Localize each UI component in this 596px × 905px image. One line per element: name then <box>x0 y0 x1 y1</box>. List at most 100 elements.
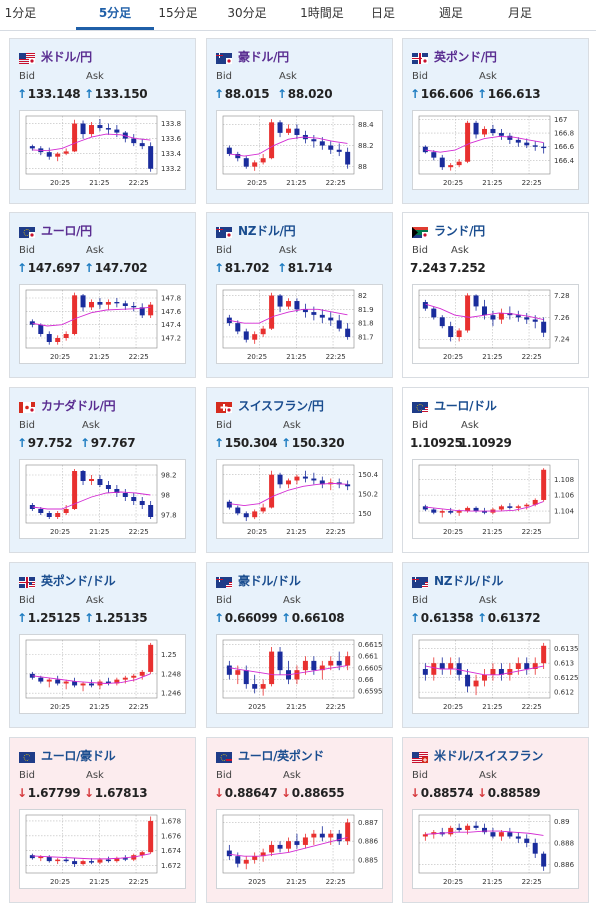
tab-2[interactable]: 15分足 <box>158 6 198 20</box>
rate-card[interactable]: カナダドル/円 Bid Ask ↑97.752 ↑97.767 98.2 98 97.8 20:… <box>9 387 196 553</box>
candle-body <box>260 684 266 689</box>
ask-value: ↑133.150 <box>84 87 148 101</box>
price-chart[interactable]: 133.8 133.6 133.4 133.2 20:25 21:25 22:25 <box>19 110 186 190</box>
tab-1[interactable]: 5分足 <box>76 0 154 30</box>
pair-title[interactable]: 米ドル/スイスフラン <box>434 749 544 763</box>
candle-body <box>532 319 538 322</box>
price-chart[interactable]: 1.108 1.106 1.104 20:25 21:25 22:25 <box>412 459 579 539</box>
pair-title[interactable]: NZドル/ドル <box>434 574 504 588</box>
candle-body <box>63 509 69 513</box>
currency-flag-icon <box>412 223 428 238</box>
x-tick-label: 21:25 <box>89 528 109 536</box>
bid-label: Bid <box>19 420 35 431</box>
candle-body <box>456 511 462 513</box>
rate-card[interactable]: ユーロ/円 Bid Ask ↑147.697 ↑147.702 147.8 147.6 147… <box>9 212 196 378</box>
candle-body <box>243 513 249 518</box>
pair-title[interactable]: ランド/円 <box>434 224 485 238</box>
bid-value: 1.10925 <box>410 436 463 450</box>
tab-7[interactable]: 月足 <box>507 6 532 20</box>
candle-body <box>29 673 35 678</box>
candle-body <box>114 858 120 862</box>
pair-title[interactable]: 英ポンド/ドル <box>41 574 116 588</box>
bid-label: Bid <box>216 245 232 256</box>
rate-card[interactable]: スイスフラン/円 Bid Ask ↑150.304 ↑150.320 150.4 150.2… <box>206 387 393 553</box>
price-chart[interactable]: 7.28 7.26 7.24 20:25 21:25 22:25 <box>412 284 579 364</box>
pair-title[interactable]: NZドル/円 <box>238 224 296 238</box>
price-chart[interactable]: 0.89 0.888 0.886 20:25 21:25 22:25 <box>412 809 579 889</box>
rate-card[interactable]: ユーロ/ドル Bid Ask 1.10925 1.10929 1.108 1.106 1.10… <box>402 387 589 553</box>
rate-card[interactable]: ランド/円 Bid Ask 7.243 7.252 7.28 7.26 7.24 20:25 21… <box>402 212 589 378</box>
price-chart[interactable]: 1.25 1.248 1.246 20:25 21:25 22:25 <box>19 634 186 714</box>
candle-body <box>515 506 521 508</box>
candle-body <box>490 315 496 320</box>
candle-body <box>448 663 454 669</box>
y-tick-label: 0.6135 <box>554 645 578 653</box>
pair-title[interactable]: ユーロ/ドル <box>434 399 497 413</box>
candlestick-chart: 0.89 0.888 0.886 20:25 21:25 22:25 <box>418 814 575 886</box>
price-chart[interactable]: 0.6615 0.661 0.6605 0.66 0.6595 2025 21:25 22:2… <box>216 634 383 714</box>
price-chart[interactable]: 0.887 0.886 0.885 2025 21:25 22:25 <box>216 809 383 889</box>
price-chart[interactable]: 150.4 150.2 150 20:25 21:25 22:25 <box>216 459 383 539</box>
candle-body <box>29 321 35 325</box>
candle-body <box>319 833 325 838</box>
candle-body <box>302 309 308 313</box>
rate-card[interactable]: NZドル/円 Bid Ask ↑81.702 ↑81.714 82 81.9 81.8 81.7… <box>206 212 393 378</box>
y-tick-label: 1.248 <box>161 670 181 678</box>
y-tick-label: 0.6605 <box>358 664 382 672</box>
x-tick-label: 20:25 <box>443 528 463 536</box>
pair-title[interactable]: 米ドル/円 <box>41 50 92 64</box>
bid-label: Bid <box>412 770 428 781</box>
candle-body <box>235 670 241 675</box>
price-chart[interactable]: 88.4 88.2 88 20:25 21:25 22:25 <box>216 110 383 190</box>
rate-card[interactable]: 豪ドル/ドル Bid Ask ↑0.66099 ↑0.66108 0.6615 0.661 0… <box>206 562 393 728</box>
rate-card[interactable]: 豪ドル/円 Bid Ask ↑88.015 ↑88.020 88.4 88.2 88 20:25… <box>206 38 393 204</box>
x-tick-label: 20:25 <box>247 179 267 187</box>
x-tick-label: 21:25 <box>482 353 502 361</box>
candle-body <box>422 834 428 837</box>
price-chart[interactable]: 1.678 1.676 1.674 1.672 20:25 21:25 22:25 <box>19 809 186 889</box>
pair-title[interactable]: スイスフラン/円 <box>238 399 324 413</box>
rate-card[interactable]: ユーロ/豪ドル Bid Ask ↓1.67799 ↓1.67813 1.678 1.676 1… <box>9 737 196 903</box>
rate-card[interactable]: 米ドル/スイスフラン Bid Ask ↓0.88574 ↓0.88589 0.89 0.88… <box>402 737 589 903</box>
pair-title[interactable]: ユーロ/豪ドル <box>41 749 116 763</box>
ask-price: 1.10929 <box>459 436 512 450</box>
candlestick-chart: 7.28 7.26 7.24 20:25 21:25 22:25 <box>418 289 570 361</box>
pair-title[interactable]: 豪ドル/円 <box>238 50 289 64</box>
price-chart[interactable]: 82 81.9 81.8 81.7 20:25 21:25 22:25 <box>216 284 383 364</box>
tab-3[interactable]: 30分足 <box>227 6 267 20</box>
pair-title[interactable]: 豪ドル/ドル <box>238 574 301 588</box>
ask-price: 88.020 <box>287 87 333 101</box>
arrow-up-icon: ↑ <box>477 611 487 625</box>
moving-average-line <box>32 491 151 510</box>
candle-body <box>286 128 291 133</box>
tab-0[interactable]: 1分足 <box>4 6 37 20</box>
tab-4[interactable]: 1時間足 <box>300 6 344 20</box>
x-tick-label: 21:25 <box>482 179 502 187</box>
tab-5[interactable]: 日足 <box>370 6 395 20</box>
rate-card[interactable]: 英ポンド/円 Bid Ask ↑166.606 ↑166.613 167 166.8 166.… <box>402 38 589 204</box>
currency-flag-icon <box>412 573 428 588</box>
pair-title[interactable]: ユーロ/英ポンド <box>238 749 324 763</box>
pair-title[interactable]: カナダドル/円 <box>41 399 116 413</box>
pair-title[interactable]: ユーロ/円 <box>41 224 92 238</box>
currency-flag-icon <box>412 398 428 413</box>
candle-body <box>55 513 61 517</box>
price-chart[interactable]: 98.2 98 97.8 20:25 21:25 22:25 <box>19 459 186 539</box>
rate-card[interactable]: NZドル/ドル Bid Ask ↑0.61358 ↑0.61372 0.6135 0.613… <box>402 562 589 728</box>
y-tick-label: 81.9 <box>358 306 374 314</box>
rate-card[interactable]: 米ドル/円 Bid Ask ↑133.148 ↑133.150 133.8 133.6 133… <box>9 38 196 204</box>
candle-body <box>456 330 462 338</box>
pair-title[interactable]: 英ポンド/円 <box>434 50 497 64</box>
price-chart[interactable]: 147.8 147.6 147.4 147.2 20:25 21:25 22:25 <box>19 284 186 364</box>
y-tick-label: 0.613 <box>554 660 574 668</box>
rate-card[interactable]: ユーロ/英ポンド Bid Ask ↓0.88647 ↓0.88655 0.887 0.886… <box>206 737 393 903</box>
bid-label: Bid <box>412 71 428 82</box>
tab-6[interactable]: 週足 <box>438 6 463 20</box>
price-chart[interactable]: 0.6135 0.613 0.6125 0.612 20:25 21:25 22:25 <box>412 634 579 714</box>
candle-body <box>507 669 513 675</box>
candle-body <box>541 469 547 500</box>
rate-card[interactable]: 英ポンド/ドル Bid Ask ↑1.25125 ↑1.25135 1.25 1.248 1.… <box>9 562 196 728</box>
price-chart[interactable]: 167 166.8 166.6 166.4 20:25 21:25 22:25 <box>412 110 579 190</box>
candlestick-chart: 88.4 88.2 88 20:25 21:25 22:25 <box>222 115 374 187</box>
currency-flag-icon <box>19 398 35 413</box>
